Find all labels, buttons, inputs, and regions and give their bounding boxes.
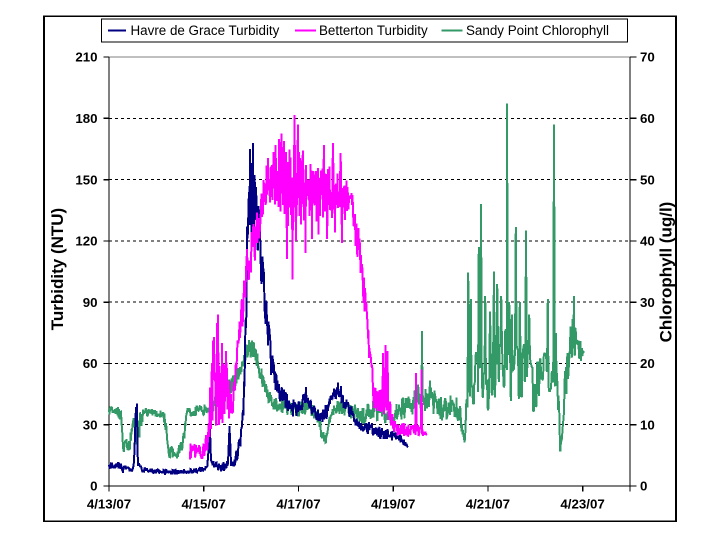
svg-text:Sandy Point Chlorophyll: Sandy Point Chlorophyll (466, 23, 609, 38)
svg-text:Chlorophyll (ug/l): Chlorophyll (ug/l) (657, 202, 676, 343)
svg-text:4/15/07: 4/15/07 (182, 497, 226, 512)
svg-text:4/13/07: 4/13/07 (87, 497, 131, 512)
svg-text:4/21/07: 4/21/07 (466, 497, 510, 512)
svg-text:4/23/07: 4/23/07 (560, 497, 604, 512)
svg-text:Betterton Turbidity: Betterton Turbidity (319, 23, 428, 38)
svg-text:60: 60 (640, 111, 655, 126)
svg-text:150: 150 (75, 172, 97, 187)
svg-text:70: 70 (640, 50, 655, 65)
svg-text:90: 90 (83, 295, 98, 310)
svg-text:Turbidity (NTU): Turbidity (NTU) (48, 208, 67, 330)
svg-text:120: 120 (75, 234, 97, 249)
svg-text:60: 60 (83, 356, 98, 371)
svg-text:40: 40 (640, 234, 655, 249)
svg-text:30: 30 (83, 417, 98, 432)
svg-text:4/17/07: 4/17/07 (276, 497, 320, 512)
svg-text:0: 0 (90, 479, 97, 494)
svg-text:4/19/07: 4/19/07 (371, 497, 415, 512)
svg-text:10: 10 (640, 417, 655, 432)
svg-text:Havre de Grace Turbidity: Havre de Grace Turbidity (131, 23, 280, 38)
svg-text:50: 50 (640, 172, 655, 187)
svg-text:210: 210 (75, 50, 97, 65)
svg-text:0: 0 (640, 479, 647, 494)
svg-text:30: 30 (640, 295, 655, 310)
svg-text:180: 180 (75, 111, 97, 126)
svg-text:20: 20 (640, 356, 655, 371)
